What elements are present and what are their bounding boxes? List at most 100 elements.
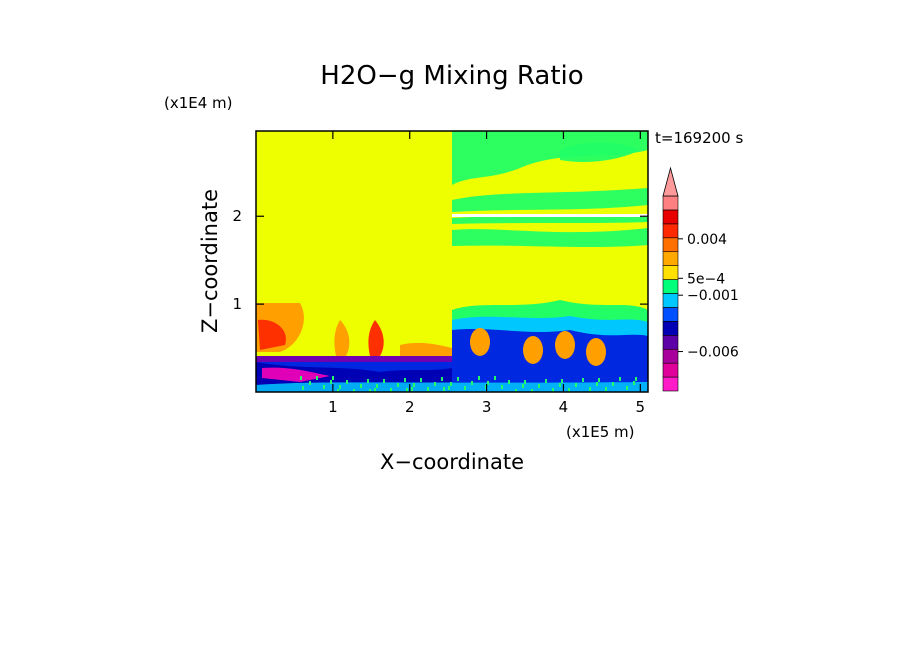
field-noise — [552, 388, 554, 392]
x-scale-label: (x1E5 m) — [566, 423, 635, 441]
field-noise — [383, 379, 385, 383]
field-green-band — [560, 142, 640, 162]
field-noise — [337, 389, 339, 392]
field-noise — [443, 387, 445, 391]
heatmap-field — [256, 131, 648, 392]
colorbar-label: −0.001 — [687, 288, 739, 304]
y-tick-label: 1 — [232, 295, 242, 313]
colorbar-segment — [662, 265, 679, 280]
y-ticks: 12 — [232, 207, 648, 313]
field-noise — [369, 389, 371, 392]
field-noise — [531, 389, 533, 392]
y-scale-label: (x1E4 m) — [164, 94, 233, 112]
field-noise — [457, 377, 459, 381]
field-noise — [582, 378, 584, 382]
colorbar-label: 0.004 — [687, 232, 727, 248]
field-noise — [626, 386, 628, 390]
field-noise — [448, 386, 450, 390]
field-noise — [346, 380, 348, 384]
field-left-purple — [256, 356, 452, 362]
field-noise — [339, 385, 341, 389]
field-noise — [434, 382, 436, 386]
colorbar-segment — [662, 237, 679, 253]
colorbar-segment — [662, 293, 679, 308]
field-noise — [487, 381, 489, 385]
colorbar-segment — [662, 334, 679, 350]
field-noise — [568, 388, 570, 392]
field-noise — [376, 384, 378, 388]
field-noise — [353, 389, 355, 392]
colorbar: 0.004 5e−4−0.001 −0.006 — [662, 166, 739, 392]
x-ticks: 1 2 3 4 5 — [328, 131, 645, 416]
field-noise — [406, 388, 408, 392]
field-noise — [508, 380, 510, 384]
colorbar-label: 5e−4 — [687, 271, 725, 287]
field-noise — [598, 378, 600, 382]
field-noise — [471, 381, 473, 385]
field-plume — [555, 331, 575, 359]
field-noise — [559, 383, 561, 387]
x-tick-label: 5 — [636, 398, 646, 416]
field-red-left — [258, 319, 286, 350]
field-noise — [316, 376, 318, 380]
field-plume — [586, 338, 606, 366]
field-plume-2 — [368, 320, 384, 356]
field-noise — [309, 381, 311, 385]
y-axis-label: Z−coordinate — [198, 189, 222, 333]
colorbar-segment — [662, 376, 679, 392]
field-noise — [538, 384, 540, 388]
field-left-magenta — [262, 367, 330, 382]
field-noise — [464, 386, 466, 390]
field-noise — [612, 382, 614, 386]
colorbar-segment — [662, 223, 679, 239]
field-noise — [330, 380, 332, 384]
field-noise — [413, 383, 415, 387]
colorbar-extend-arrow — [662, 166, 679, 197]
field-noise — [390, 388, 392, 392]
field-noise — [420, 378, 422, 382]
field-plume — [470, 328, 490, 356]
colorbar-segment — [662, 307, 679, 322]
x-tick-label: 3 — [482, 398, 492, 416]
field-noise — [522, 384, 524, 388]
field-noise — [367, 379, 369, 383]
field-noise — [545, 379, 547, 383]
field-noise — [633, 381, 635, 385]
x-tick-label: 2 — [405, 398, 415, 416]
plot-frame — [255, 130, 649, 393]
field-noise — [515, 389, 517, 392]
colorbar-segment — [662, 321, 679, 336]
field-noise — [478, 376, 480, 380]
colorbar-segment — [662, 279, 679, 294]
colorbar-segment — [662, 362, 679, 378]
field-noise — [427, 387, 429, 391]
field-noise — [635, 377, 637, 381]
field-noise — [404, 378, 406, 382]
x-tick-label: 4 — [559, 398, 569, 416]
colorbar-segment — [662, 195, 679, 211]
field-plume — [523, 336, 543, 364]
field-noise — [374, 388, 376, 392]
y-tick-label: 2 — [232, 207, 242, 225]
colorbar-segment — [662, 348, 679, 364]
field-noise — [501, 385, 503, 389]
field-noise — [524, 380, 526, 384]
field-noise — [494, 376, 496, 380]
x-tick-label: 1 — [328, 398, 338, 416]
field-noise — [589, 387, 591, 391]
field-noise — [397, 383, 399, 387]
field-noise — [300, 376, 302, 380]
time-label: t=169200 s — [655, 129, 743, 147]
colorbar-segment — [662, 209, 679, 225]
colorbar-label: −0.006 — [687, 345, 739, 361]
field-noise — [619, 377, 621, 381]
field-noise — [575, 383, 577, 387]
field-noise — [302, 386, 304, 390]
field-white-line — [452, 214, 648, 217]
field-noise — [561, 379, 563, 383]
field-noise — [450, 382, 452, 386]
x-axis-label: X−coordinate — [380, 450, 524, 474]
field-orange-strip — [400, 342, 452, 356]
field-noise — [441, 377, 443, 381]
